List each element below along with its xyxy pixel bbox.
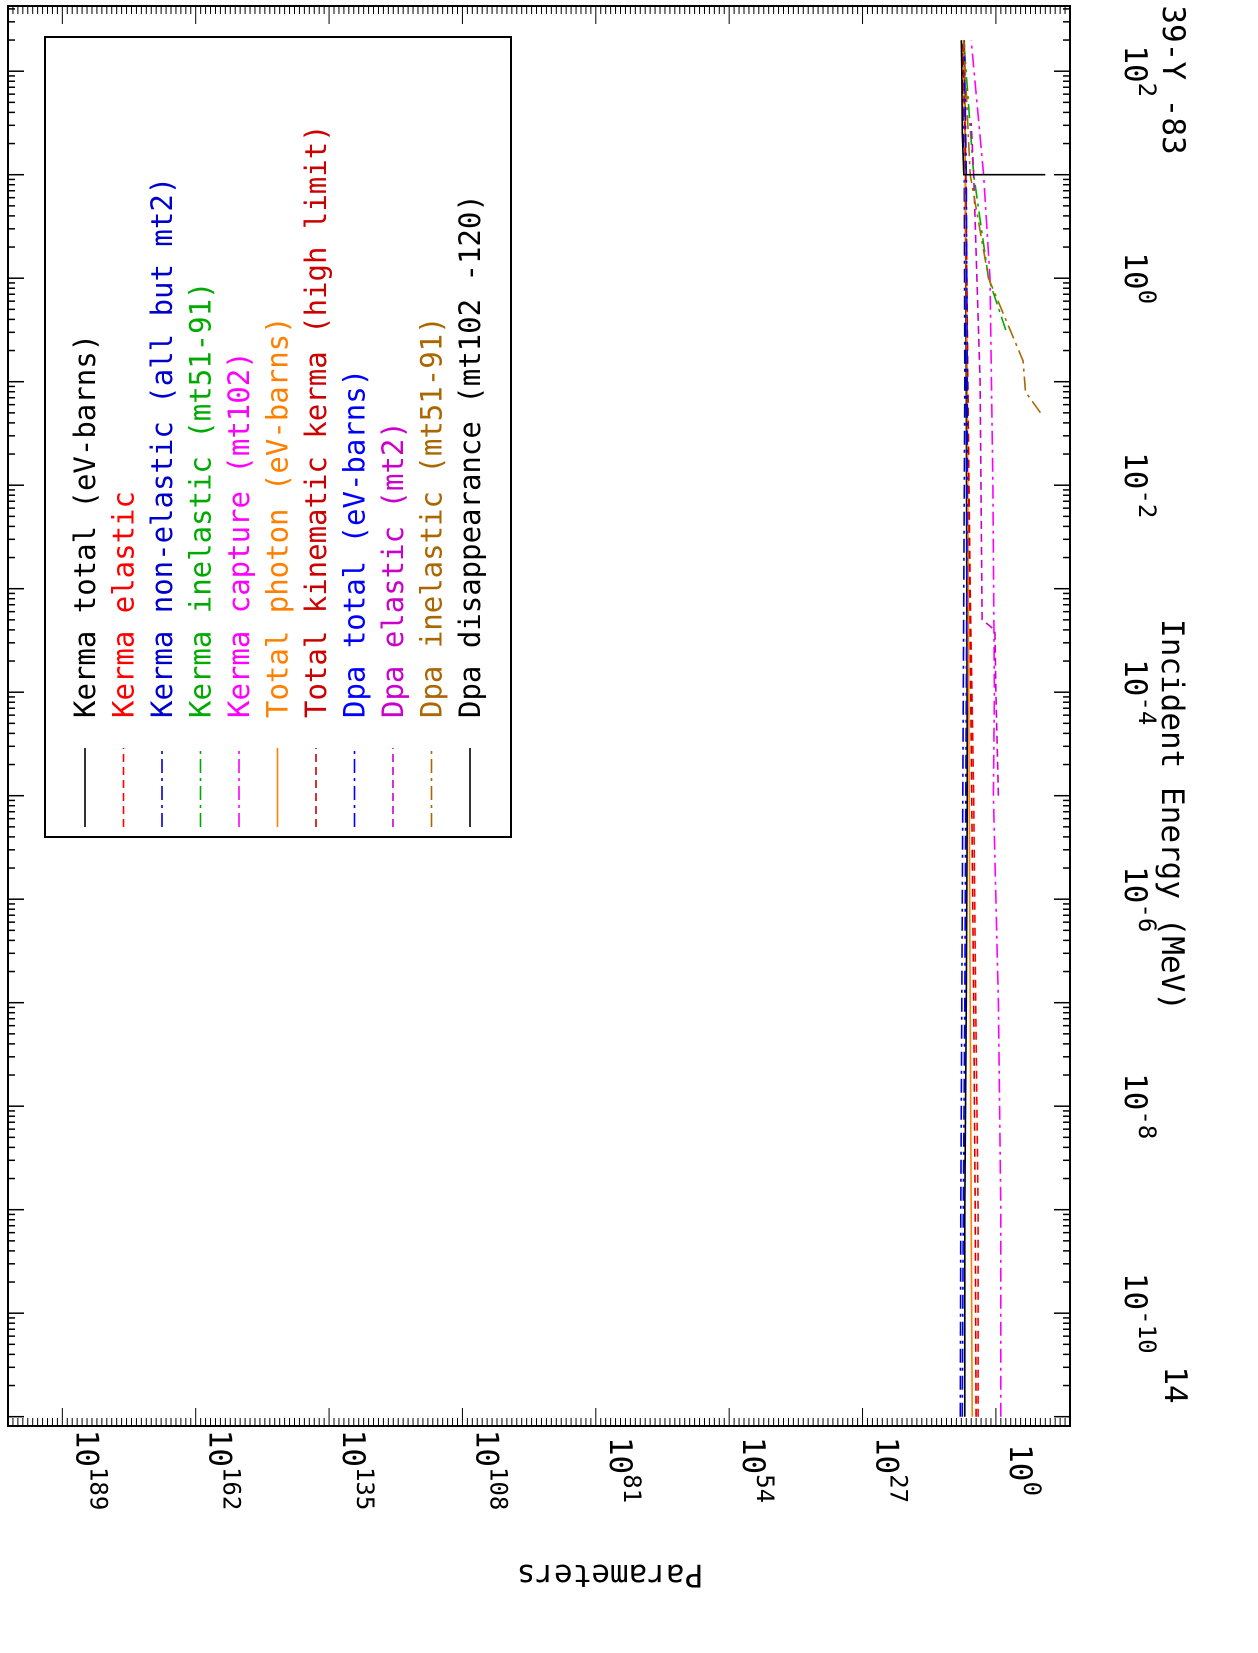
x-tick-label: 10-4: [1117, 659, 1161, 725]
legend-box: [44, 36, 512, 838]
x-tick-base: 10: [1117, 659, 1153, 696]
x-tick-exp: -8: [1133, 1110, 1161, 1139]
x-tick-label: 100: [1117, 252, 1161, 304]
x-tick-base: 10: [1117, 252, 1153, 289]
y-tick-exp: 135: [351, 1467, 379, 1510]
y-tick-label: 1081: [602, 1437, 646, 1503]
y-tick-base: 10: [68, 1430, 104, 1467]
legend: Kerma total (eV-barns) Kerma elastic Kerma…: [68, 124, 487, 827]
series-line-5: [962, 40, 973, 1417]
y-tick-exp: 81: [618, 1474, 646, 1503]
x-tick-exp: 2: [1133, 83, 1161, 97]
legend-label-3: Kerma inelastic (mt51-91): [184, 282, 218, 719]
plot-frame: [7, 5, 1071, 1427]
y-tick-base: 10: [202, 1430, 238, 1467]
series-layer: [959, 40, 1046, 1417]
x-tick-base: 10: [1117, 866, 1153, 903]
left-corner-label: 14: [1157, 1366, 1193, 1403]
legend-label-0: Kerma total (eV-barns): [68, 334, 102, 718]
series-line-7: [961, 40, 969, 1417]
x-tick-label: 10-8: [1117, 1073, 1161, 1139]
y-tick-label: 100: [1002, 1444, 1046, 1496]
x-tick-label: 10-6: [1117, 866, 1161, 932]
x-tick-label: 10-2: [1117, 452, 1161, 518]
x-tick-exp: 0: [1133, 290, 1161, 304]
x-axis-label: Incident Energy (MeV): [1154, 619, 1190, 1011]
series-line-6: [962, 40, 977, 1417]
x-tick-exp: -6: [1133, 903, 1161, 932]
y-tick-label: 10135: [335, 1430, 379, 1511]
x-tick-exp: -4: [1133, 696, 1161, 725]
tick-labels: 10-1010-810-610-410-21001021001027105410…: [68, 45, 1161, 1510]
series-line-2: [959, 40, 966, 1417]
series-line-10: [960, 40, 1046, 176]
y-tick-label: 1054: [735, 1437, 779, 1503]
y-tick-base: 10: [602, 1437, 638, 1474]
y-tick-label: 10189: [68, 1430, 112, 1511]
x-tick-base: 10: [1117, 452, 1153, 489]
y-tick-label: 10108: [468, 1430, 512, 1511]
legend-label-1: Kerma elastic: [107, 491, 141, 718]
y-tick-label: 1027: [869, 1437, 913, 1503]
series-line-4: [970, 40, 1002, 1417]
y-tick-base: 10: [468, 1430, 504, 1467]
y-tick-exp: 54: [751, 1474, 779, 1503]
legend-label-10: Dpa disappearance (mt102 -120): [453, 194, 487, 718]
y-tick-exp: 108: [484, 1467, 512, 1510]
ticks: [7, 6, 1071, 1426]
y-tick-label: 10162: [202, 1430, 246, 1511]
legend-label-9: Dpa inelastic (mt51-91): [415, 316, 449, 718]
y-tick-exp: 0: [1018, 1481, 1046, 1495]
legend-label-2: Kerma non-elastic (all but mt2): [145, 177, 179, 718]
legend-label-7: Dpa total (eV-barns): [338, 369, 372, 718]
x-tick-base: 10: [1117, 1073, 1153, 1110]
y-axis-label: Parameters: [517, 1557, 704, 1593]
x-tick-exp: -2: [1133, 489, 1161, 518]
legend-label-4: Kerma capture (mt102): [222, 351, 256, 718]
x-tick-label: 102: [1117, 45, 1161, 97]
y-tick-base: 10: [335, 1430, 371, 1467]
legend-label-5: Total photon (eV-barns): [261, 316, 295, 718]
y-tick-exp: 162: [218, 1467, 246, 1510]
series-line-1: [963, 40, 979, 1417]
x-tick-base: 10: [1117, 45, 1153, 82]
x-tick-exp: -10: [1133, 1310, 1161, 1353]
y-tick-base: 10: [735, 1437, 771, 1474]
y-tick-exp: 27: [885, 1474, 913, 1503]
right-corner-label: 39-Y -83: [1155, 5, 1191, 154]
x-tick-label: 10-10: [1117, 1273, 1161, 1354]
y-tick-base: 10: [869, 1437, 905, 1474]
series-line-3: [963, 40, 1007, 331]
series-line-9: [963, 40, 1042, 414]
x-tick-base: 10: [1117, 1273, 1153, 1310]
legend-label-8: Dpa elastic (mt2): [376, 421, 410, 718]
legend-label-6: Total kinematic kerma (high limit): [299, 124, 333, 718]
y-tick-base: 10: [1002, 1444, 1038, 1481]
y-tick-exp: 189: [84, 1467, 112, 1510]
